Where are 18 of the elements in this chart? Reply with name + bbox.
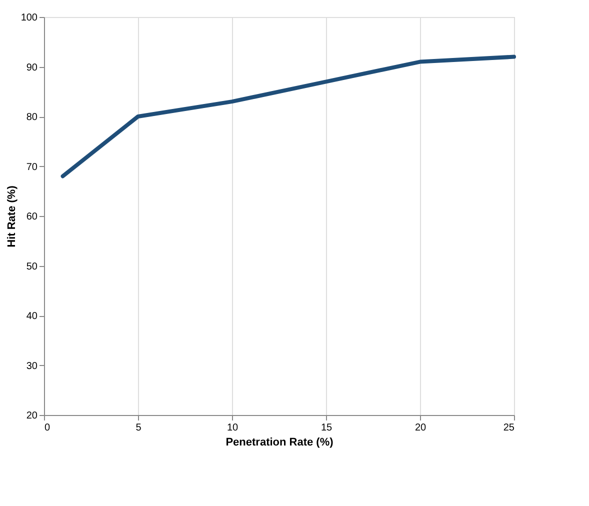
line-series bbox=[60, 54, 516, 178]
y-tick-label: 40 bbox=[26, 311, 38, 322]
y-tick-label: 50 bbox=[26, 261, 38, 272]
x-axis-title: Penetration Rate (%) bbox=[226, 436, 334, 448]
x-tick-label: 15 bbox=[320, 422, 332, 434]
y-tick-label: 80 bbox=[26, 112, 38, 123]
y-tick-label: 60 bbox=[26, 212, 38, 222]
y-tick-label: 20 bbox=[26, 410, 38, 422]
y-tick-label: 30 bbox=[26, 360, 38, 372]
x-tick-label: 20 bbox=[414, 422, 426, 434]
y-tick-label: 70 bbox=[26, 162, 38, 173]
x-tick-label: 0 bbox=[44, 422, 50, 434]
y-axis-title: Hit Rate (%) bbox=[6, 185, 18, 248]
y-tick-label: 100 bbox=[20, 12, 38, 24]
y-tick-label: 90 bbox=[26, 62, 38, 74]
x-tick-label: 10 bbox=[226, 422, 238, 434]
x-tick-label: 25 bbox=[503, 422, 515, 434]
x-tick-label: 5 bbox=[136, 422, 142, 434]
